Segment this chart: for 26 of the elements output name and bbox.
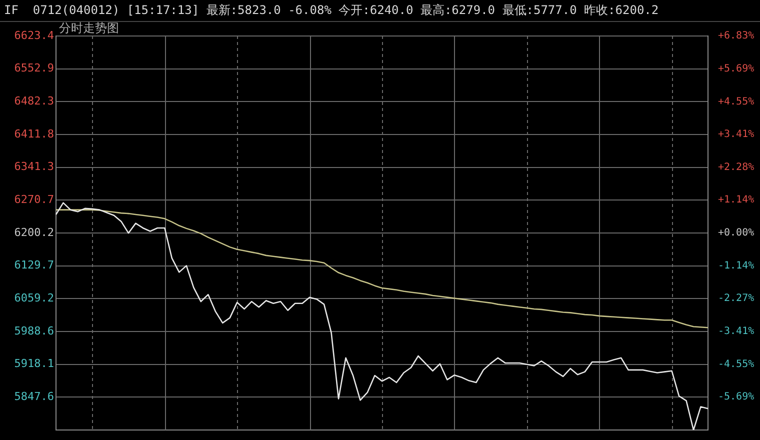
y2-tick-label: -5.69%	[718, 392, 754, 403]
chart-title: IF 0712(040012) [15:17:13] 最新:5823.0 -6.08% 今开:6240.0 最高:6279.0 最低:5777.0 昨收:6200.2	[4, 3, 659, 18]
y-tick-label: 6341.3	[14, 160, 54, 174]
y2-tick-label: +6.83%	[718, 30, 754, 42]
y2-tick-label: -2.27%	[718, 293, 754, 304]
y-tick-label: 6552.9	[14, 62, 54, 75]
y2-tick-label: -3.41%	[718, 326, 754, 337]
y2-tick-label: +0.00%	[718, 228, 754, 239]
y2-tick-label: +4.55%	[718, 96, 754, 108]
y2-tick-label: +3.41%	[718, 129, 754, 140]
y-tick-label: 6623.4	[14, 28, 54, 42]
y2-tick-label: +5.69%	[718, 63, 754, 74]
y-tick-label: 5847.6	[14, 390, 54, 403]
y-tick-label: 6059.2	[14, 291, 54, 304]
y2-tick-label: +1.14%	[718, 194, 754, 206]
chart-subtitle: 分时走势图	[59, 21, 119, 36]
y-tick-label: 5988.6	[14, 324, 54, 338]
y2-tick-label: -1.14%	[718, 260, 754, 272]
y-tick-label: 5918.1	[14, 357, 54, 370]
y-tick-label: 6270.7	[14, 193, 54, 206]
y-tick-label: 6129.7	[14, 258, 54, 272]
y-tick-label: 6482.3	[14, 94, 54, 108]
y-tick-label: 6411.8	[14, 127, 54, 140]
y2-tick-label: -4.55%	[718, 358, 754, 370]
y2-tick-label: +2.28%	[718, 162, 754, 173]
y-tick-label: 6200.2	[14, 226, 54, 239]
